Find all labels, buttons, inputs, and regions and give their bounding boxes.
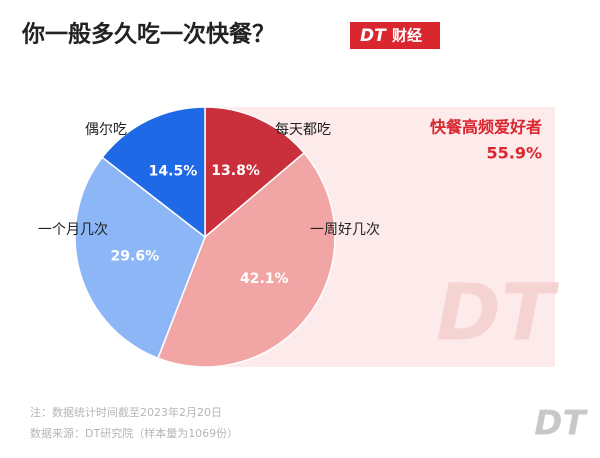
- annotation-value: 55.9%: [486, 144, 542, 163]
- value-label: 29.6%: [111, 248, 160, 264]
- note: 数据来源：DT研究院（样本量为1069份）: [30, 426, 238, 440]
- badge-text: 财经: [392, 27, 422, 45]
- category-label: 一周好几次: [310, 222, 380, 238]
- note: 注：数据统计时间截至2023年2月20日: [30, 405, 222, 419]
- pie-slice: [156, 151, 336, 368]
- category-label: 一个月几次: [38, 222, 108, 238]
- value-label: 14.5%: [149, 164, 198, 180]
- category-label: 每天都吃: [275, 122, 331, 138]
- pie-slice: [204, 106, 306, 239]
- pie-slice: [74, 156, 206, 360]
- category-label: 偶尔吃: [85, 122, 127, 138]
- footer-logo: DT: [534, 404, 588, 444]
- badge-brand: DT: [360, 26, 387, 46]
- annotation-text: 快餐高频爱好者: [430, 118, 542, 137]
- pie-slice: [101, 106, 206, 239]
- watermark: DT: [436, 268, 560, 358]
- chart-title: 你一般多久吃一次快餐？: [21, 21, 275, 48]
- value-label: 13.8%: [211, 163, 260, 179]
- value-label: 42.1%: [240, 271, 289, 287]
- badge-box: [350, 22, 440, 49]
